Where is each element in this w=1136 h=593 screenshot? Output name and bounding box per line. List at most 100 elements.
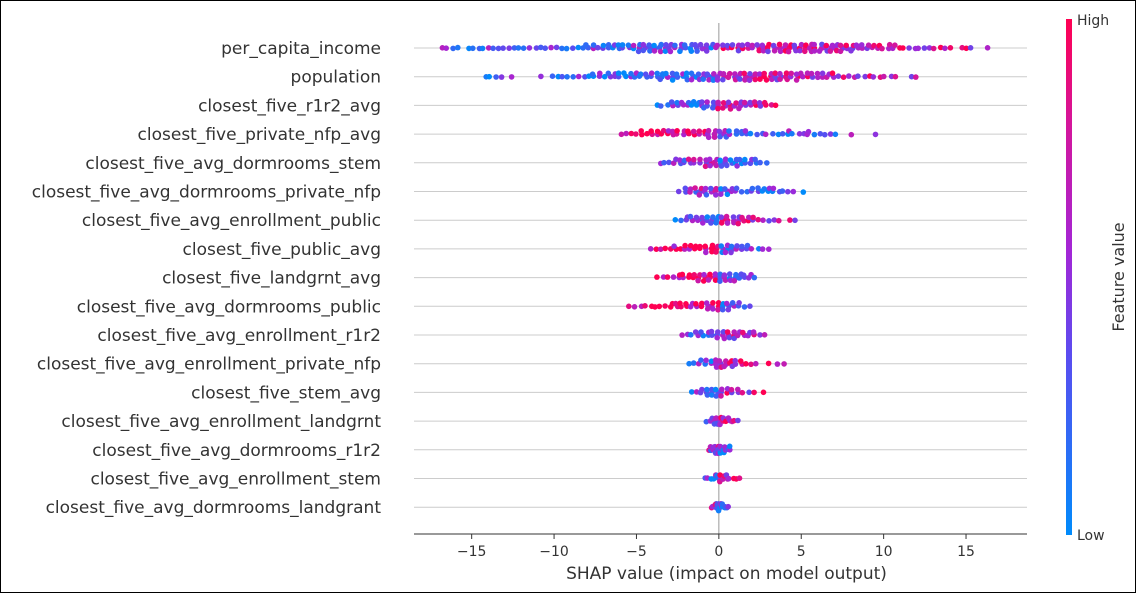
shap-point xyxy=(827,48,834,54)
shap-point xyxy=(618,131,625,138)
shap-point xyxy=(750,329,757,335)
shap-point xyxy=(672,300,679,307)
shap-point xyxy=(789,130,795,137)
shap-point xyxy=(651,42,657,49)
shap-point xyxy=(688,76,695,83)
shap-point xyxy=(495,45,502,52)
shap-point xyxy=(736,156,743,163)
shap-point xyxy=(853,42,860,48)
shap-point xyxy=(702,243,708,250)
shap-point xyxy=(730,214,737,220)
shap-point xyxy=(720,71,727,77)
shap-point xyxy=(776,41,783,48)
shap-point xyxy=(722,156,729,162)
shap-point xyxy=(677,246,684,252)
shap-point xyxy=(790,188,797,195)
shap-point xyxy=(720,329,727,335)
shap-point xyxy=(722,277,729,284)
shap-point xyxy=(657,48,664,55)
shap-point xyxy=(879,45,885,52)
shap-point xyxy=(846,73,852,79)
feature-label: closest_five_public_avg xyxy=(183,240,381,260)
shap-point xyxy=(741,304,748,310)
shap-point xyxy=(656,303,663,310)
shap-point xyxy=(723,213,730,220)
shap-point xyxy=(749,42,755,49)
shap-point xyxy=(937,44,944,51)
shap-point xyxy=(533,45,540,51)
shap-point xyxy=(708,328,715,335)
shap-point xyxy=(749,185,756,192)
shap-point xyxy=(728,249,734,256)
shap-point xyxy=(772,70,778,76)
shap-point xyxy=(921,45,928,51)
shap-point xyxy=(691,156,697,163)
shap-point xyxy=(450,45,456,52)
shap-point xyxy=(704,99,710,105)
shap-point xyxy=(720,42,726,48)
shap-point xyxy=(724,42,731,49)
shap-point xyxy=(575,73,582,80)
feature-label: closest_five_avg_dormrooms_private_nfp xyxy=(32,183,381,203)
shap-point xyxy=(595,44,601,51)
shap-point xyxy=(738,189,745,195)
shap-point xyxy=(735,386,741,393)
shap-point xyxy=(688,389,695,395)
shap-point xyxy=(752,71,759,77)
shap-point xyxy=(716,128,723,135)
colorbar-title: Feature value xyxy=(1109,222,1128,331)
shap-point xyxy=(708,220,714,226)
shap-point xyxy=(829,70,836,76)
shap-point xyxy=(704,386,710,393)
shap-point xyxy=(724,191,731,198)
shap-point xyxy=(777,76,783,82)
shap-point xyxy=(559,45,565,52)
shap-point xyxy=(743,361,749,367)
shap-point xyxy=(500,45,506,51)
shap-point xyxy=(785,188,791,195)
shap-point xyxy=(704,214,711,220)
shap-point xyxy=(697,243,703,250)
shap-point xyxy=(711,134,718,140)
shap-point xyxy=(906,45,912,51)
shap-point xyxy=(688,48,695,54)
shap-point xyxy=(772,102,779,109)
shap-point xyxy=(756,71,763,77)
shap-point xyxy=(720,76,726,83)
shap-point xyxy=(763,77,770,83)
shap-point xyxy=(690,128,697,135)
shap-point xyxy=(628,130,635,137)
shap-point xyxy=(779,188,786,194)
shap-point xyxy=(705,277,712,283)
shap-point xyxy=(685,156,692,163)
shap-point xyxy=(671,243,677,249)
shap-point xyxy=(817,131,824,137)
x-tick-label: 0 xyxy=(714,544,723,560)
shap-point xyxy=(787,217,793,223)
shap-point xyxy=(930,45,937,52)
shap-point xyxy=(757,332,763,338)
shap-point xyxy=(638,128,644,134)
shap-point xyxy=(855,73,861,79)
shap-point xyxy=(823,42,830,49)
shap-point xyxy=(803,42,809,48)
shap-point xyxy=(628,70,634,77)
shap-point xyxy=(687,213,694,220)
shap-point xyxy=(703,42,710,48)
shap-point xyxy=(793,71,800,77)
shap-point xyxy=(548,44,554,51)
shap-point xyxy=(776,217,782,224)
shap-point xyxy=(816,48,823,54)
shap-point xyxy=(762,131,769,138)
shap-point xyxy=(967,45,974,51)
shap-point xyxy=(669,128,676,135)
shap-point xyxy=(766,246,772,252)
shap-point xyxy=(662,303,668,309)
shap-point xyxy=(597,70,603,77)
feature-label: closest_five_avg_enrollment_landgrnt xyxy=(61,412,381,432)
shap-point xyxy=(754,42,760,48)
x-tick-label: −15 xyxy=(457,544,487,560)
shap-point xyxy=(698,357,704,364)
shap-point xyxy=(703,48,710,54)
